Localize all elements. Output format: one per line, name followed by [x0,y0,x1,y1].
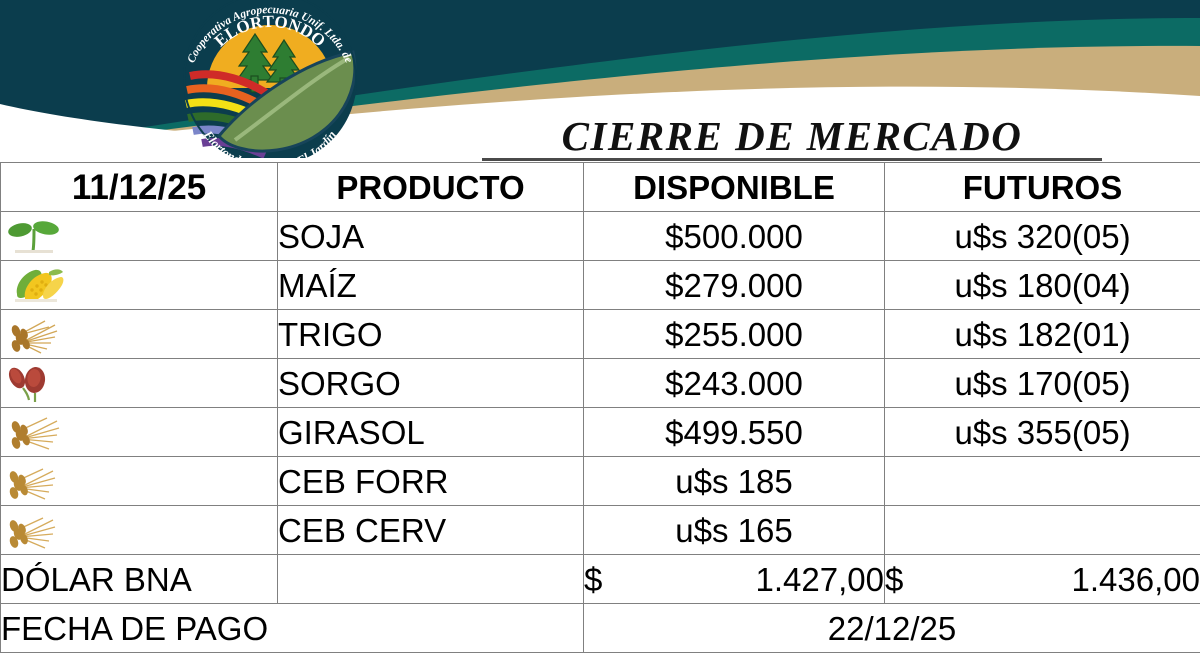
row-icon-cell [0,456,278,506]
barley-spike-icon [2,509,68,551]
table-row: CEB CERV u$s 165 [0,505,1200,555]
futuros-value [884,505,1200,555]
disponible-value: $499.550 [583,407,885,457]
disponible-value: u$s 185 [583,456,885,506]
disponible-value: $255.000 [583,309,885,359]
row-icon-cell [0,260,278,310]
dolar-bna-disponible: $ 1.427,00 [583,554,885,604]
dolar-bna-futuros: $ 1.436,00 [884,554,1200,604]
market-prices-table: 11/12/25 PRODUCTO DISPONIBLE FUTUROS [0,162,1200,653]
page-title: CIERRE DE MERCADO [482,116,1102,161]
table-row: GIRASOL $499.550 u$s 355(05) [0,407,1200,457]
fecha-pago-label: FECHA DE PAGO [0,603,584,653]
dolar-bna-spacer [277,554,584,604]
wheat-spike-icon [2,411,68,453]
header-disponible: DISPONIBLE [583,162,885,212]
futuros-value: u$s 182(01) [884,309,1200,359]
table-row: TRIGO $255.000 u$s 182(01) [0,309,1200,359]
sorghum-icon [2,362,68,404]
dolar-bna-row: DÓLAR BNA $ 1.427,00 $ 1.436,00 [0,554,1200,604]
currency-value: 1.436,00 [1071,560,1200,598]
producto-name: CEB CERV [277,505,584,555]
producto-name: CEB FORR [277,456,584,506]
cooperativa-logo: Cooperativa Agropecuaria Unif. Ltda. de … [157,0,383,158]
futuros-value: u$s 180(04) [884,260,1200,310]
disponible-value: u$s 165 [583,505,885,555]
row-icon-cell [0,505,278,555]
fecha-pago-value: 22/12/25 [583,603,1200,653]
producto-name: SOJA [277,211,584,261]
disponible-value: $279.000 [583,260,885,310]
wheat-spike-icon [2,313,68,355]
row-icon-cell [0,358,278,408]
futuros-value: u$s 320(05) [884,211,1200,261]
fecha-pago-row: FECHA DE PAGO 22/12/25 [0,603,1200,653]
header-futuros: FUTUROS [884,162,1200,212]
producto-name: SORGO [277,358,584,408]
futuros-value: u$s 170(05) [884,358,1200,408]
producto-name: GIRASOL [277,407,584,457]
producto-name: MAÍZ [277,260,584,310]
currency-symbol: $ [584,560,603,598]
currency-value: 1.427,00 [755,560,884,598]
barley-spike-icon [2,460,68,502]
row-icon-cell [0,211,278,261]
row-icon-cell [0,407,278,457]
table-row: SOJA $500.000 u$s 320(05) [0,211,1200,261]
dolar-bna-label: DÓLAR BNA [0,554,278,604]
header-producto: PRODUCTO [277,162,584,212]
table-row: CEB FORR u$s 185 [0,456,1200,506]
futuros-value [884,456,1200,506]
header-date: 11/12/25 [0,162,278,212]
row-icon-cell [0,309,278,359]
currency-symbol: $ [885,560,904,598]
table-header-row: 11/12/25 PRODUCTO DISPONIBLE FUTUROS [0,162,1200,212]
table-row: SORGO $243.000 u$s 170(05) [0,358,1200,408]
corn-cob-icon [2,264,68,306]
futuros-value: u$s 355(05) [884,407,1200,457]
disponible-value: $500.000 [583,211,885,261]
disponible-value: $243.000 [583,358,885,408]
soy-sprout-icon [2,215,68,257]
table-row: MAÍZ $279.000 u$s 180(04) [0,260,1200,310]
producto-name: TRIGO [277,309,584,359]
